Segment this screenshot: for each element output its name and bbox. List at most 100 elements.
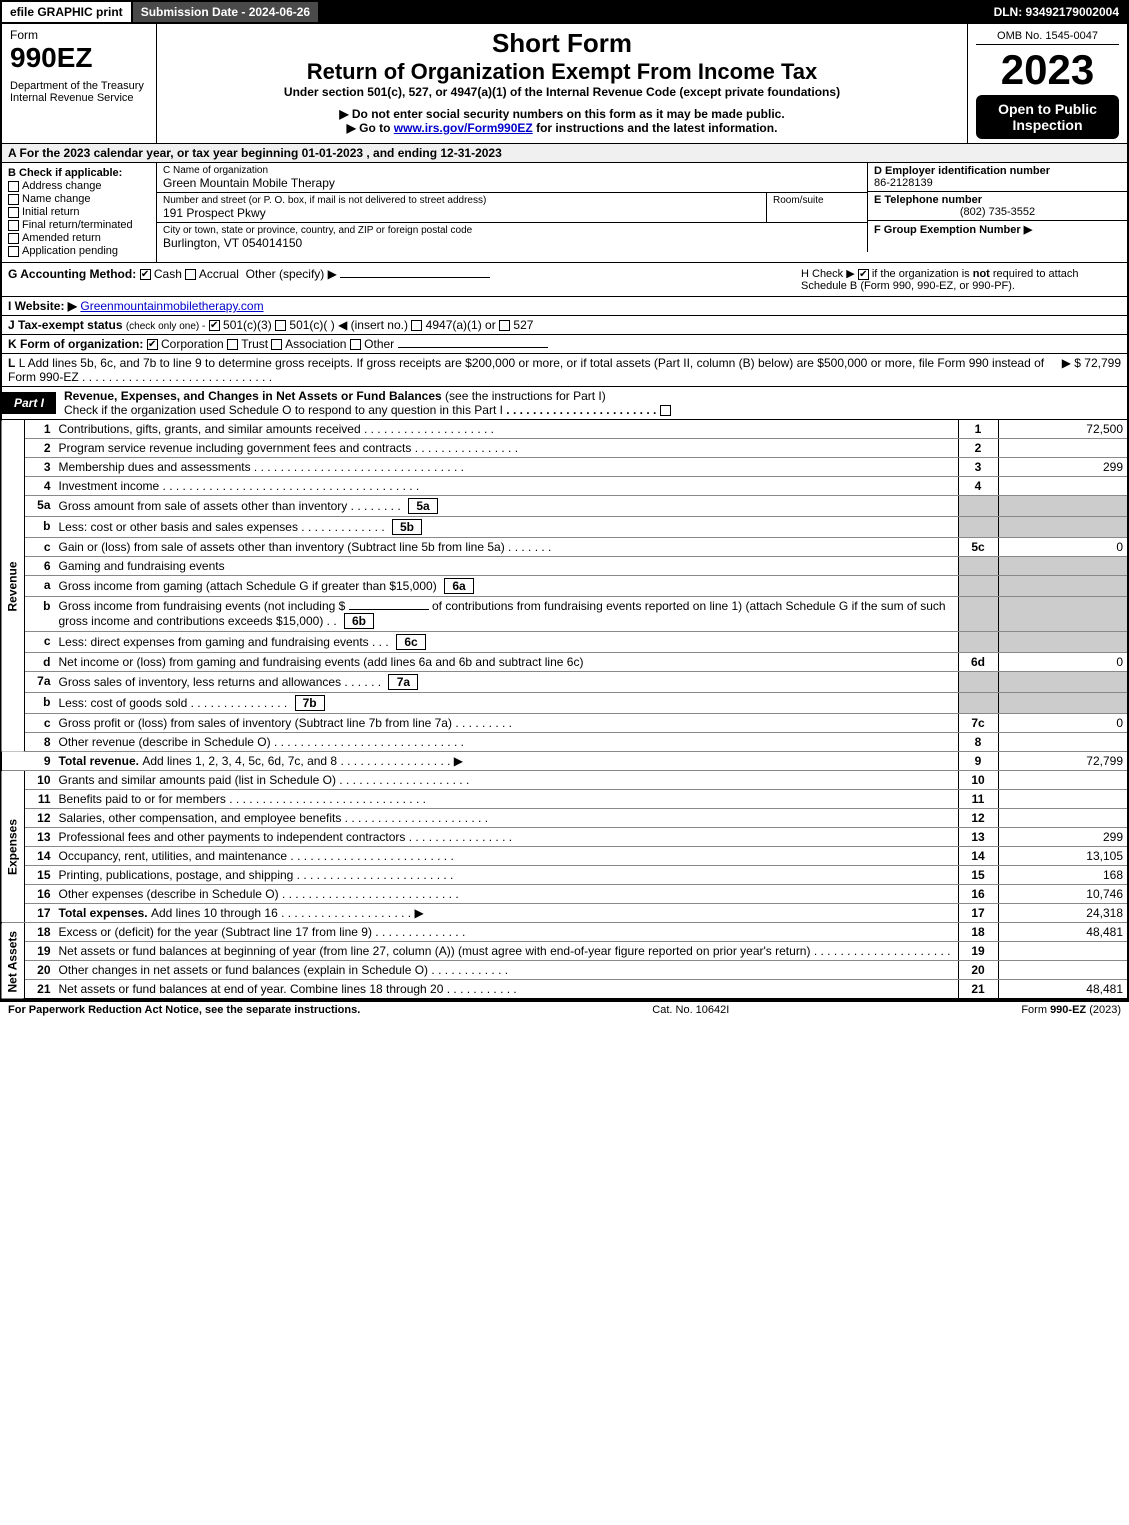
line1-desc: Contributions, gifts, grants, and simila…	[59, 422, 361, 436]
section-h: H Check ▶ ✔ if the organization is not r…	[801, 267, 1121, 292]
footer-right: Form 990-EZ (2023)	[1021, 1004, 1121, 1016]
line4-desc: Investment income	[59, 479, 160, 493]
line7a-desc: Gross sales of inventory, less returns a…	[59, 675, 342, 689]
section-j: J Tax-exempt status (check only one) - ✔…	[0, 316, 1129, 335]
line19-amount	[998, 942, 1128, 961]
line9-amount: 72,799	[998, 752, 1128, 771]
line5c-desc: Gain or (loss) from sale of assets other…	[59, 540, 505, 554]
footer-center: Cat. No. 10642I	[652, 1004, 729, 1016]
checkbox-accrual[interactable]	[185, 269, 196, 280]
line6c-box: 6c	[396, 634, 426, 650]
checkbox-schedule-b-not-required[interactable]: ✔	[858, 269, 869, 280]
opt-cash: Cash	[154, 267, 182, 281]
line7b-box: 7b	[295, 695, 325, 711]
line15-desc: Printing, publications, postage, and shi…	[59, 868, 294, 882]
omb-number: OMB No. 1545-0047	[976, 28, 1119, 45]
line11-amount	[998, 790, 1128, 809]
form-of-org-label: K Form of organization:	[8, 337, 143, 351]
checkbox-other-org[interactable]	[350, 339, 361, 350]
opt-address-change: Address change	[22, 180, 102, 192]
page-footer: For Paperwork Reduction Act Notice, see …	[0, 1000, 1129, 1018]
title-short: Short Form	[167, 28, 957, 59]
checkbox-association[interactable]	[271, 339, 282, 350]
line6d-desc: Net income or (loss) from gaming and fun…	[55, 653, 959, 672]
opt-application-pending: Application pending	[22, 245, 118, 257]
checkbox-501c3[interactable]: ✔	[209, 320, 220, 331]
line5c-amount: 0	[998, 538, 1128, 557]
street-label: Number and street (or P. O. box, if mail…	[163, 195, 760, 206]
checkbox-cash[interactable]: ✔	[140, 269, 151, 280]
line3-amount: 299	[998, 458, 1128, 477]
opt-other-specify: Other (specify) ▶	[246, 267, 337, 281]
line21-amount: 48,481	[998, 980, 1128, 1000]
line7b-desc: Less: cost of goods sold	[59, 696, 188, 710]
line6c-desc: Less: direct expenses from gaming and fu…	[59, 635, 369, 649]
tax-exempt-label: J Tax-exempt status	[8, 318, 123, 332]
line8-desc: Other revenue (describe in Schedule O)	[59, 735, 271, 749]
website-link[interactable]: Greenmountainmobiletherapy.com	[80, 299, 263, 313]
irs-link[interactable]: www.irs.gov/Form990EZ	[394, 121, 533, 135]
part1-subtitle: (see the instructions for Part I)	[445, 389, 606, 403]
line15-amount: 168	[998, 866, 1128, 885]
footer-right-form: 990-EZ	[1050, 1004, 1086, 1016]
line14-desc: Occupancy, rent, utilities, and maintena…	[59, 849, 288, 863]
section-k: K Form of organization: ✔ Corporation Tr…	[0, 335, 1129, 354]
checkbox-final-return[interactable]	[8, 220, 19, 231]
opt-name-change: Name change	[22, 193, 91, 205]
street-value: 191 Prospect Pkwy	[163, 206, 760, 220]
opt-4947: 4947(a)(1) or	[426, 318, 496, 332]
opt-corporation: Corporation	[161, 337, 224, 351]
org-name: Green Mountain Mobile Therapy	[163, 176, 861, 190]
year-block: OMB No. 1545-0047 2023 Open to Public In…	[967, 24, 1127, 143]
line5b-box: 5b	[392, 519, 422, 535]
checkbox-name-change[interactable]	[8, 194, 19, 205]
checkbox-4947[interactable]	[411, 320, 422, 331]
line20-desc: Other changes in net assets or fund bala…	[59, 963, 429, 977]
opt-final-return: Final return/terminated	[22, 219, 133, 231]
line10-desc: Grants and similar amounts paid (list in…	[59, 773, 336, 787]
part1-title: Revenue, Expenses, and Changes in Net As…	[64, 389, 442, 403]
checkbox-application-pending[interactable]	[8, 246, 19, 257]
line7c-amount: 0	[998, 714, 1128, 733]
note-goto: ▶ Go to www.irs.gov/Form990EZ for instru…	[167, 121, 957, 135]
accounting-method-label: G Accounting Method:	[8, 267, 136, 281]
line13-desc: Professional fees and other payments to …	[59, 830, 406, 844]
line16-desc: Other expenses (describe in Schedule O)	[59, 887, 279, 901]
checkbox-trust[interactable]	[227, 339, 238, 350]
checkbox-amended-return[interactable]	[8, 233, 19, 244]
dln: DLN: 93492179002004	[986, 2, 1127, 22]
tel-value: (802) 735-3552	[874, 206, 1121, 218]
checkbox-schedule-o-part1[interactable]	[660, 405, 671, 416]
line1-amount: 72,500	[998, 420, 1128, 439]
tel-label: E Telephone number	[874, 194, 982, 206]
line7a-box: 7a	[388, 674, 418, 690]
section-l: L L Add lines 5b, 6c, and 7b to line 9 t…	[0, 354, 1129, 387]
checkbox-initial-return[interactable]	[8, 207, 19, 218]
line18-desc: Excess or (deficit) for the year (Subtra…	[59, 925, 372, 939]
line18-amount: 48,481	[998, 923, 1128, 942]
form-id-block: Form 990EZ Department of the Treasury In…	[2, 24, 157, 143]
line8-amount	[998, 733, 1128, 752]
ein-label: D Employer identification number	[874, 165, 1050, 177]
checkbox-address-change[interactable]	[8, 181, 19, 192]
checkbox-527[interactable]	[499, 320, 510, 331]
part1-header: Part I Revenue, Expenses, and Changes in…	[0, 387, 1129, 420]
checkbox-501c[interactable]	[275, 320, 286, 331]
opt-527: 527	[513, 318, 533, 332]
opt-501c3: 501(c)(3)	[223, 318, 272, 332]
efile-print[interactable]: efile GRAPHIC print	[2, 2, 133, 22]
vert-net-assets: Net Assets	[1, 923, 25, 1000]
submission-date: Submission Date - 2024-06-26	[133, 2, 320, 22]
line6b-box: 6b	[344, 613, 374, 629]
line14-amount: 13,105	[998, 847, 1128, 866]
line3-desc: Membership dues and assessments	[59, 460, 251, 474]
section-a-text: A For the 2023 calendar year, or tax yea…	[8, 146, 502, 160]
revenue-table: Revenue 1 Contributions, gifts, grants, …	[0, 420, 1129, 1000]
form-word: Form	[10, 28, 148, 42]
open-public-badge: Open to Public Inspection	[976, 95, 1119, 139]
part1-tab: Part I	[2, 392, 56, 414]
checkbox-corporation[interactable]: ✔	[147, 339, 158, 350]
section-b-label: B Check if applicable:	[8, 167, 122, 179]
title-block: Short Form Return of Organization Exempt…	[157, 24, 967, 143]
line6-desc: Gaming and fundraising events	[55, 557, 959, 576]
